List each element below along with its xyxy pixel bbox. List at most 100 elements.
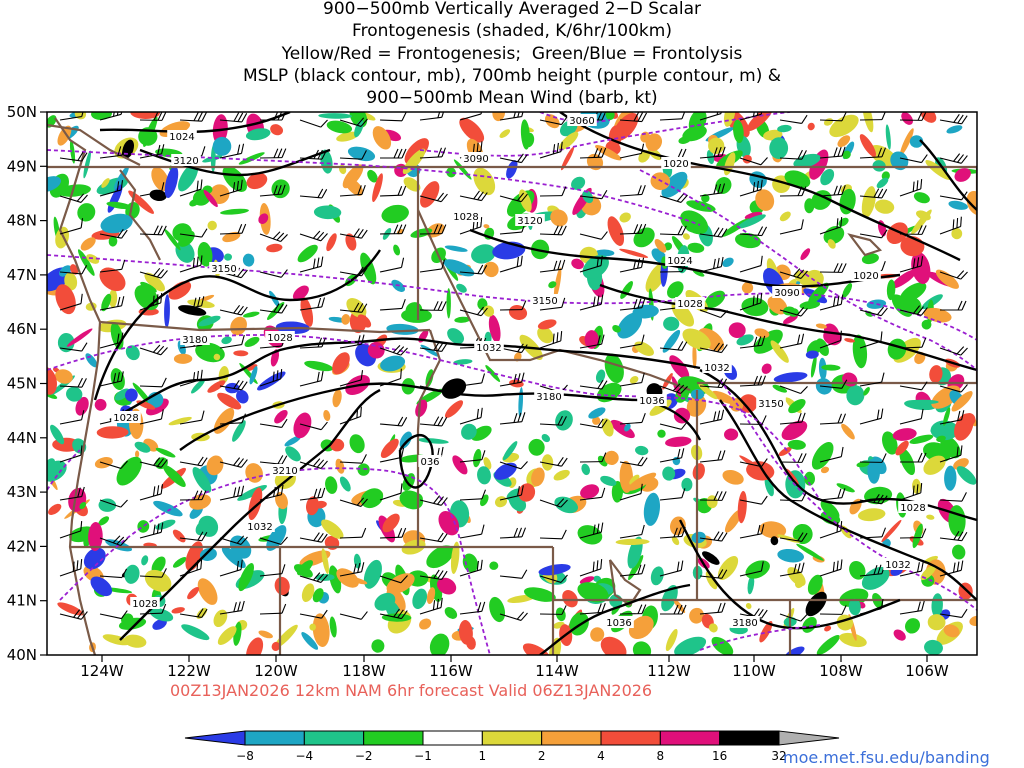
wind-barb bbox=[859, 453, 887, 463]
wind-barb bbox=[659, 448, 685, 463]
wind-barb bbox=[699, 531, 728, 542]
shade-blob bbox=[483, 305, 495, 317]
shade-blob bbox=[920, 565, 936, 581]
shade-blob bbox=[925, 160, 951, 180]
shade-blob bbox=[339, 476, 351, 492]
shade-blob bbox=[207, 380, 226, 393]
wind-barb bbox=[939, 113, 968, 125]
shade-blob bbox=[297, 244, 318, 263]
shade-blob bbox=[530, 239, 550, 260]
wind-barb bbox=[459, 559, 483, 577]
shade-blob bbox=[446, 288, 451, 319]
shade-blob bbox=[332, 352, 350, 375]
shade-blob bbox=[101, 293, 112, 312]
shade-blob bbox=[267, 302, 285, 320]
shade-blob bbox=[779, 211, 791, 222]
wind-barb bbox=[139, 112, 167, 121]
shade-blob bbox=[80, 237, 96, 251]
wind-barb bbox=[339, 117, 368, 127]
shade-blob bbox=[935, 269, 959, 289]
shade-blob bbox=[217, 626, 237, 645]
wind-barb bbox=[899, 482, 923, 501]
contour-label-bg bbox=[851, 269, 881, 281]
shade-blob bbox=[452, 455, 468, 475]
shade-blob bbox=[233, 350, 249, 357]
wind-barb bbox=[899, 337, 927, 349]
lat-label: 48N bbox=[7, 212, 37, 230]
shade-blob bbox=[353, 553, 362, 569]
wind-barb bbox=[299, 149, 327, 160]
credit-link[interactable]: moe.met.fsu.edu/banding bbox=[783, 748, 990, 767]
shade-blob bbox=[671, 536, 680, 546]
wind-barb bbox=[819, 185, 846, 197]
shade-blob bbox=[844, 338, 856, 343]
shade-blob bbox=[628, 555, 644, 581]
shade-blob bbox=[667, 281, 684, 299]
wind-barb bbox=[779, 453, 807, 463]
shade-blob bbox=[911, 209, 932, 235]
wind-barb bbox=[179, 112, 207, 122]
shade-blob bbox=[207, 220, 217, 231]
wind-barb bbox=[299, 256, 324, 273]
shade-blob bbox=[777, 124, 792, 133]
shade-blob bbox=[485, 365, 501, 382]
wind-barb bbox=[939, 384, 968, 393]
contour-label-bg bbox=[702, 361, 732, 373]
shade-blob bbox=[47, 460, 67, 482]
shade-blob bbox=[245, 463, 263, 483]
shade-blob bbox=[643, 492, 661, 526]
shade-blob bbox=[943, 407, 951, 426]
shade-blob bbox=[185, 541, 203, 571]
shade-blob bbox=[770, 536, 779, 546]
shade-blob bbox=[722, 257, 734, 268]
shade-blob bbox=[242, 253, 255, 267]
wind-barb bbox=[339, 370, 364, 387]
wind-barb bbox=[579, 379, 608, 390]
lon-label: 120W bbox=[254, 662, 298, 680]
wind-barb bbox=[259, 418, 288, 428]
shade-blob bbox=[522, 643, 552, 655]
wind-barb bbox=[499, 527, 527, 539]
wind-barb bbox=[579, 418, 608, 429]
wind-barb bbox=[139, 603, 167, 615]
shade-blob bbox=[213, 609, 228, 628]
mslp-label: 1020 bbox=[663, 159, 688, 170]
flathead-lake bbox=[847, 233, 883, 257]
shade-blob bbox=[447, 328, 465, 344]
wind-barb bbox=[619, 604, 647, 615]
wind-barb bbox=[659, 383, 688, 395]
shade-blob bbox=[604, 450, 619, 466]
wind-barb bbox=[299, 297, 326, 311]
wind-barb bbox=[899, 305, 928, 316]
shade-blob bbox=[438, 511, 460, 536]
shade-blob bbox=[691, 531, 706, 544]
lat-label: 40N bbox=[7, 646, 37, 664]
title-line-1: 900−500mb Vertically Averaged 2−D Scalar bbox=[323, 0, 701, 19]
shade-blob bbox=[473, 167, 496, 196]
wind-barb bbox=[179, 531, 208, 542]
shade-blob bbox=[711, 636, 734, 655]
shade-blob bbox=[673, 598, 686, 614]
shade-blob bbox=[177, 163, 199, 192]
shade-blob bbox=[335, 458, 345, 474]
contour-label-bg bbox=[534, 390, 564, 402]
wind-barb bbox=[59, 520, 83, 539]
colorbar-swatch bbox=[422, 730, 483, 746]
shade-blob bbox=[799, 300, 821, 310]
shade-blob bbox=[69, 139, 76, 164]
shade-blob bbox=[221, 546, 246, 569]
shade-blob bbox=[357, 314, 372, 328]
contour-label-bg bbox=[167, 130, 197, 142]
wind-barb bbox=[579, 334, 605, 349]
shade-blob bbox=[927, 614, 946, 631]
wind-barb bbox=[579, 147, 607, 159]
wind-barb bbox=[699, 378, 728, 389]
wind-barb bbox=[699, 227, 728, 238]
shade-blob bbox=[604, 353, 624, 384]
wind-barb bbox=[299, 572, 328, 583]
shade-blob bbox=[354, 119, 364, 138]
shade-blob bbox=[338, 164, 347, 175]
wind-barb bbox=[259, 231, 288, 243]
shade-blob bbox=[191, 379, 205, 394]
shade-blob bbox=[125, 388, 138, 402]
